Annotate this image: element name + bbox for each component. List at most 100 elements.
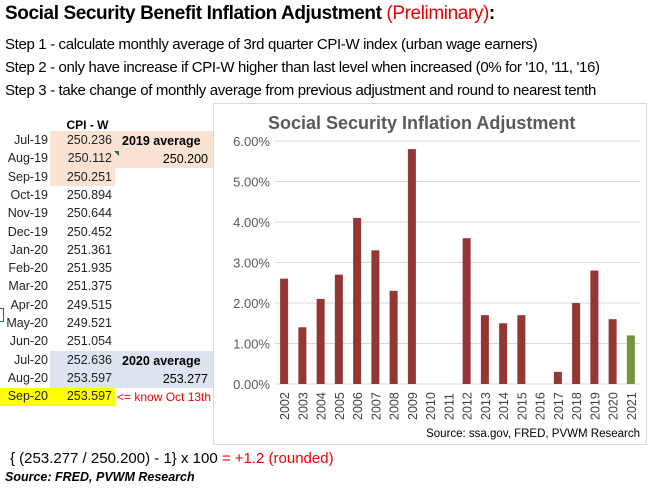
row-value: 253.597 bbox=[66, 389, 112, 404]
step-3: Step 3 - take change of monthly average … bbox=[5, 82, 597, 99]
row-value: 250.251 bbox=[66, 169, 112, 184]
row-date: Jul-19 bbox=[13, 133, 48, 147]
y-tick-label: 4.00% bbox=[233, 215, 270, 230]
row-date: Apr-20 bbox=[10, 297, 48, 312]
y-tick-label: 3.00% bbox=[233, 256, 270, 271]
row-date: Sep-20 bbox=[7, 389, 48, 404]
row-value: 250.112 bbox=[67, 151, 112, 166]
table-row: Apr-20 249.515 bbox=[0, 296, 214, 314]
y-tick-label: 2.00% bbox=[233, 296, 270, 311]
page-source: Source: FRED, PVWM Research bbox=[5, 470, 195, 484]
formula-text: { (253.277 / 250.200) - 1} x 100 bbox=[10, 450, 222, 467]
row-value: 250.452 bbox=[66, 224, 112, 239]
table-row: Feb-20 251.935 bbox=[0, 259, 214, 277]
x-tick-label: 2017 bbox=[552, 392, 566, 420]
row-value: 251.361 bbox=[66, 242, 112, 257]
x-tick-label: 2002 bbox=[278, 392, 292, 420]
table-row: Aug-19 250.112 bbox=[0, 149, 214, 167]
table-header: CPI - W bbox=[66, 118, 109, 132]
x-tick-label: 2003 bbox=[296, 392, 310, 420]
avg2019-value: 250.200 bbox=[162, 152, 208, 166]
table-row: Sep-20 253.597 bbox=[0, 387, 214, 405]
table-row: Oct-19 250.894 bbox=[0, 186, 214, 204]
bar-2008 bbox=[389, 290, 398, 384]
bar-2014 bbox=[499, 323, 508, 384]
bar-2006 bbox=[353, 217, 362, 384]
x-tick-label: 2008 bbox=[388, 392, 402, 420]
step-1: Step 1 - calculate monthly average of 3r… bbox=[5, 36, 538, 53]
row-date: Mar-20 bbox=[8, 279, 48, 294]
x-tick-label: 2005 bbox=[333, 392, 347, 420]
row-date: Feb-20 bbox=[8, 261, 48, 276]
avg2019-label: 2019 average bbox=[122, 134, 201, 148]
avg2020-label: 2020 average bbox=[122, 354, 201, 368]
bar-2018 bbox=[572, 303, 581, 384]
bar-2013 bbox=[480, 315, 489, 384]
bar-2004 bbox=[316, 298, 325, 384]
bar-2009 bbox=[407, 149, 416, 384]
table-row: Sep-19 250.251 bbox=[0, 168, 214, 186]
table-row: Jul-20 252.636 bbox=[0, 351, 214, 369]
y-tick-label: 6.00% bbox=[233, 134, 270, 149]
bar-2017 bbox=[553, 371, 562, 384]
x-tick-label: 2007 bbox=[369, 392, 383, 420]
row-date: Aug-20 bbox=[7, 370, 48, 385]
row-value: 250.894 bbox=[66, 187, 112, 202]
bar-2005 bbox=[334, 274, 343, 384]
table-row: Jun-20 251.054 bbox=[0, 332, 214, 350]
row-value: 252.636 bbox=[66, 352, 112, 367]
y-tick-label: 1.00% bbox=[233, 337, 270, 352]
formula: { (253.277 / 250.200) - 1} x 100 = +1.2 … bbox=[10, 450, 334, 467]
table-row: May-20 249.521 bbox=[0, 314, 214, 332]
sep20-highlight bbox=[0, 387, 115, 406]
row-value: 249.521 bbox=[66, 316, 112, 330]
bar-2007 bbox=[371, 250, 380, 384]
table-row: Aug-20 253.597 bbox=[0, 369, 214, 387]
row-date: Aug-19 bbox=[7, 151, 48, 166]
bar-2021 bbox=[626, 335, 635, 384]
table-row: Dec-19 250.452 bbox=[0, 223, 214, 241]
x-tick-label: 2015 bbox=[515, 392, 529, 420]
x-tick-label: 2019 bbox=[588, 392, 602, 420]
row-date: Nov-19 bbox=[7, 206, 48, 221]
row-date: Dec-19 bbox=[7, 224, 48, 239]
bar-2003 bbox=[298, 327, 307, 384]
chart-title: Social Security Inflation Adjustment bbox=[268, 113, 575, 133]
title-preliminary: (Preliminary) bbox=[386, 3, 489, 24]
x-tick-label: 2020 bbox=[607, 392, 621, 420]
row-value: 251.935 bbox=[66, 261, 112, 276]
row-value: 253.597 bbox=[66, 370, 112, 385]
formula-result: = +1.2 (rounded) bbox=[221, 450, 334, 467]
table-row: Jul-19 250.236 bbox=[0, 131, 214, 149]
row-value: 250.644 bbox=[66, 206, 112, 221]
x-tick-label: 2021 bbox=[625, 392, 639, 420]
row-date: Sep-19 bbox=[7, 169, 48, 184]
page-title: Social Security Benefit Inflation Adjust… bbox=[5, 3, 495, 25]
y-tick-label: 0.00% bbox=[233, 377, 270, 392]
x-tick-label: 2011 bbox=[442, 393, 456, 420]
avg2019-bg bbox=[50, 131, 214, 168]
x-tick-label: 2004 bbox=[315, 392, 329, 420]
bar-2015 bbox=[517, 315, 526, 384]
step-2: Step 2 - only have increase if CPI-W hig… bbox=[5, 59, 600, 76]
x-tick-label: 2006 bbox=[351, 392, 365, 420]
chart-source: Source: ssa.gov, FRED, PVWM Research bbox=[426, 428, 640, 440]
bar-2019 bbox=[590, 270, 599, 384]
row-date: Jun-20 bbox=[9, 334, 48, 349]
row-date: Jul-20 bbox=[13, 352, 48, 367]
x-tick-label: 2018 bbox=[570, 392, 584, 420]
row-date: Jan-20 bbox=[9, 242, 48, 257]
row-value: 249.515 bbox=[66, 297, 112, 312]
x-tick-label: 2012 bbox=[461, 392, 475, 420]
chart-svg: Social Security Inflation Adjustment 0.00… bbox=[233, 113, 640, 440]
bar-2020 bbox=[608, 319, 617, 384]
x-tick-label: 2014 bbox=[497, 392, 511, 420]
table-row: Nov-19 250.644 bbox=[0, 204, 214, 222]
y-tick-label: 5.00% bbox=[233, 175, 270, 190]
title-colon: : bbox=[488, 3, 495, 24]
row-value: 251.375 bbox=[66, 279, 112, 294]
sep19-bg bbox=[50, 167, 115, 186]
x-tick-label: 2009 bbox=[406, 392, 420, 420]
title-main: Social Security Benefit Inflation Adjust… bbox=[5, 3, 382, 24]
